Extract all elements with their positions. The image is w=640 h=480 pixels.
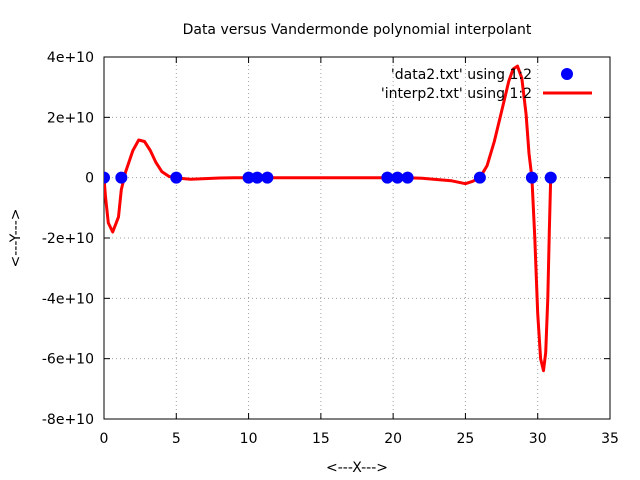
- x-tick-label: 25: [457, 431, 475, 447]
- series-points-data2: [104, 171, 557, 184]
- series-line-interp2: [104, 64, 553, 373]
- legend-label-interp2: 'interp2.txt' using 1:2: [381, 86, 532, 102]
- y-tick-label: -8e+10: [42, 412, 94, 428]
- legend: 'data2.txt' using 1:2 'interp2.txt' usin…: [381, 67, 592, 102]
- y-axis-label: <---Y--->: [8, 208, 24, 267]
- data-point: [104, 171, 110, 184]
- data-point: [401, 171, 414, 184]
- x-tick-label: 15: [312, 431, 330, 447]
- data-point: [170, 171, 183, 184]
- x-tick-label: 20: [384, 431, 402, 447]
- y-tick-label: -4e+10: [42, 291, 94, 307]
- data-point: [544, 171, 557, 184]
- data-point: [473, 171, 486, 184]
- x-tick-label: 30: [529, 431, 547, 447]
- x-tick-label: 0: [100, 431, 109, 447]
- y-tick-label: -2e+10: [42, 231, 94, 247]
- plot-frame: [103, 56, 611, 420]
- data-point: [261, 171, 274, 184]
- x-tick-label: 10: [240, 431, 258, 447]
- data-point: [391, 171, 404, 184]
- data-point: [381, 171, 394, 184]
- x-axis-label: <---X--->: [326, 460, 388, 476]
- chart-title: Data versus Vandermonde polynomial inter…: [183, 22, 532, 38]
- data-point: [242, 171, 255, 184]
- x-tick-label: 35: [601, 431, 619, 447]
- y-tick-label: 4e+10: [47, 50, 94, 66]
- y-tick-label: -6e+10: [42, 352, 94, 368]
- y-tick-label: 2e+10: [47, 110, 94, 126]
- y-tick-label: 0: [85, 171, 94, 187]
- data-point: [251, 171, 264, 184]
- data-point: [525, 171, 538, 184]
- legend-marker-data2: [561, 68, 573, 80]
- x-tick-label: 5: [172, 431, 181, 447]
- data-point: [115, 171, 128, 184]
- legend-label-data2: 'data2.txt' using 1:2: [391, 67, 532, 83]
- x-axis-ticks: 0 5 10 15 20 25 30 35: [100, 57, 619, 447]
- y-axis-ticks: 4e+10 2e+10 0 -2e+10 -4e+10 -6e+10 -8e+10: [42, 50, 610, 428]
